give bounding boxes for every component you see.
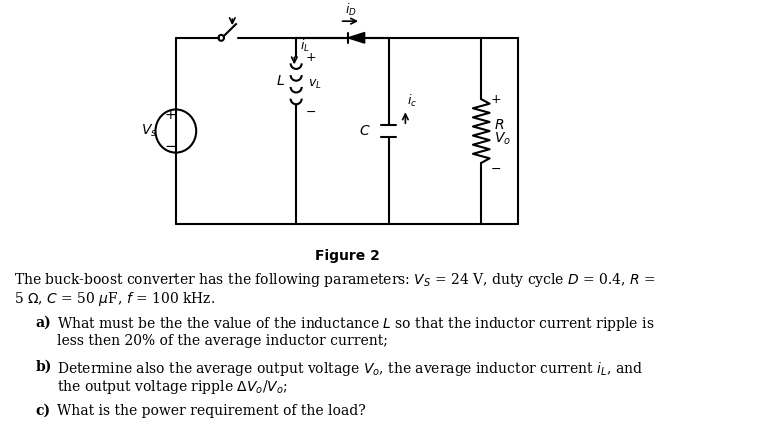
Text: The buck-boost converter has the following parameters: $V_S$ = 24 V, duty cycle : The buck-boost converter has the followi… <box>14 271 655 289</box>
Text: $V_s$: $V_s$ <box>141 123 158 139</box>
Text: −: − <box>164 139 177 154</box>
Text: $C$: $C$ <box>358 124 370 138</box>
Text: What is the power requirement of the load?: What is the power requirement of the loa… <box>58 404 366 418</box>
Polygon shape <box>348 32 365 43</box>
Text: $L$: $L$ <box>276 74 285 88</box>
Text: What must be the the value of the inductance $L$ so that the inductor current ri: What must be the the value of the induct… <box>58 315 654 334</box>
Text: $i_c$: $i_c$ <box>408 93 418 109</box>
Text: +: + <box>165 109 176 122</box>
Text: Determine also the average output voltage $V_o$, the average inductor current $i: Determine also the average output voltag… <box>58 360 643 377</box>
Text: $R$: $R$ <box>494 118 504 132</box>
Text: 5 $\Omega$, $C$ = 50 $\mu$F, $f$ = 100 kHz.: 5 $\Omega$, $C$ = 50 $\mu$F, $f$ = 100 k… <box>14 290 215 308</box>
Text: Figure 2: Figure 2 <box>315 249 380 263</box>
Text: −: − <box>305 105 316 119</box>
Text: b): b) <box>35 360 52 373</box>
Text: $v_L$: $v_L$ <box>308 78 322 91</box>
Text: c): c) <box>35 404 50 418</box>
Text: the output voltage ripple $\Delta V_o$/$V_o$;: the output voltage ripple $\Delta V_o$/$… <box>58 378 288 396</box>
Text: +: + <box>491 93 501 105</box>
Text: $i_L$: $i_L$ <box>300 37 310 54</box>
Text: $i_D$: $i_D$ <box>345 2 357 18</box>
Text: +: + <box>305 51 316 64</box>
Text: a): a) <box>35 315 51 330</box>
Text: less then 20% of the average inductor current;: less then 20% of the average inductor cu… <box>58 334 388 348</box>
Text: $V_o$: $V_o$ <box>494 131 511 147</box>
Text: −: − <box>491 163 501 176</box>
